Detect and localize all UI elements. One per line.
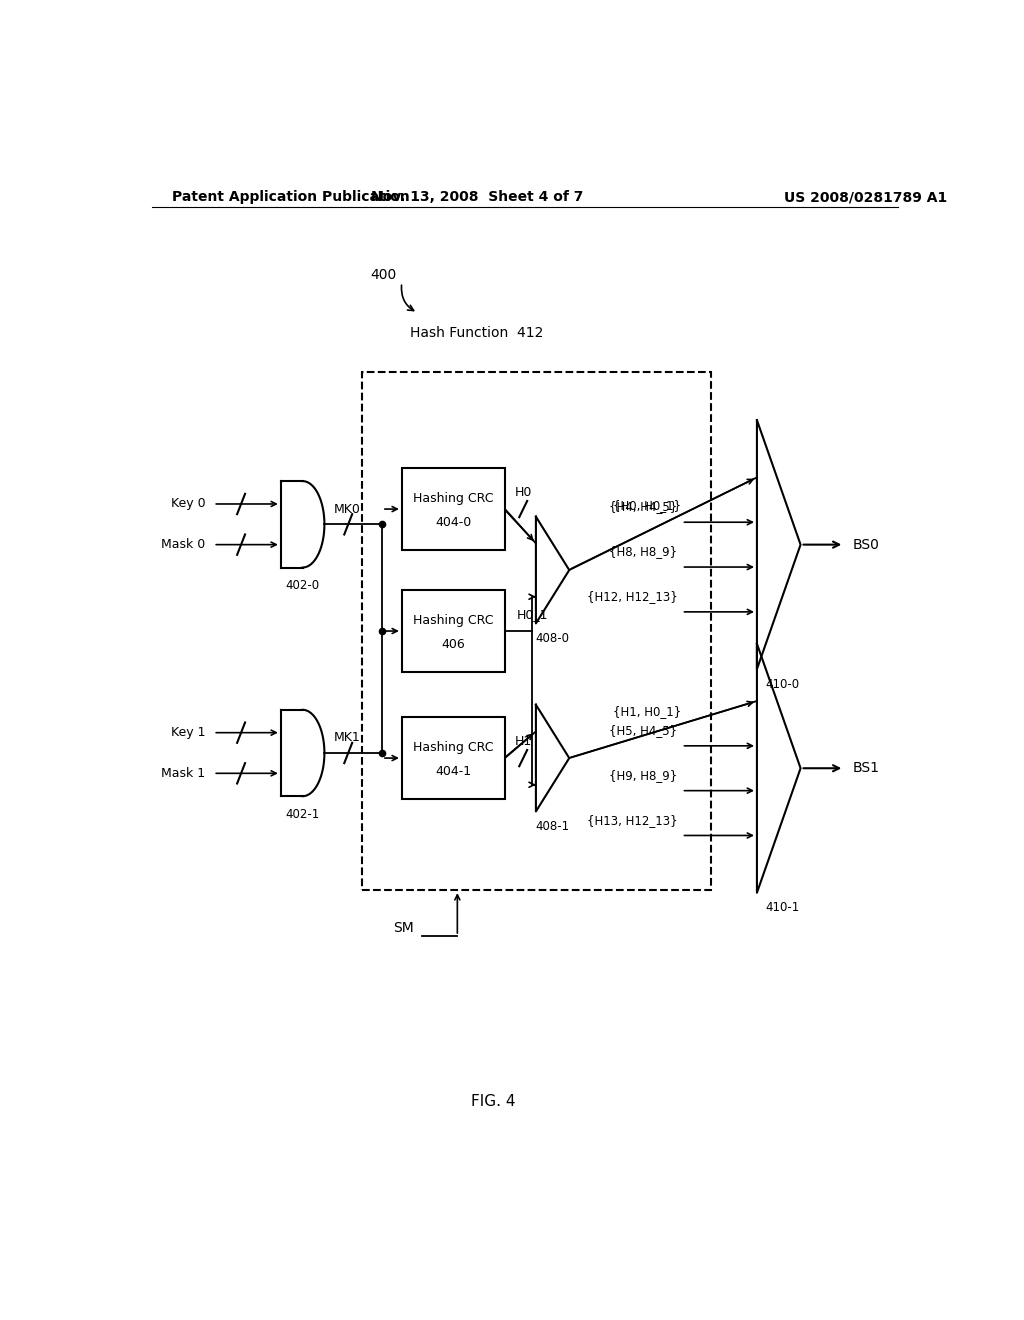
Text: 408-0: 408-0 xyxy=(536,632,569,645)
Text: {H5, H4_5}: {H5, H4_5} xyxy=(609,725,678,737)
Text: Key 1: Key 1 xyxy=(171,726,206,739)
Text: BS1: BS1 xyxy=(852,762,880,775)
FancyArrowPatch shape xyxy=(401,285,414,310)
Text: 410-1: 410-1 xyxy=(766,902,800,915)
Text: {H0, H0_1}: {H0, H0_1} xyxy=(613,499,681,512)
Text: {H4, H4_5}: {H4, H4_5} xyxy=(609,500,678,513)
Text: Key 0: Key 0 xyxy=(171,498,206,511)
Bar xyxy=(362,372,712,890)
Text: {H9, H8_9}: {H9, H8_9} xyxy=(609,770,678,781)
Text: Hashing CRC: Hashing CRC xyxy=(413,742,494,755)
Text: H0_1: H0_1 xyxy=(517,609,549,622)
Text: 404-1: 404-1 xyxy=(435,764,471,777)
Text: FIG. 4: FIG. 4 xyxy=(471,1094,515,1109)
Text: US 2008/0281789 A1: US 2008/0281789 A1 xyxy=(784,190,947,205)
Text: {H12, H12_13}: {H12, H12_13} xyxy=(587,590,678,603)
Text: SM: SM xyxy=(393,921,414,935)
Text: Nov. 13, 2008  Sheet 4 of 7: Nov. 13, 2008 Sheet 4 of 7 xyxy=(371,190,584,205)
Text: 410-0: 410-0 xyxy=(766,678,800,690)
Text: {H1, H0_1}: {H1, H0_1} xyxy=(613,705,681,718)
Bar xyxy=(401,590,505,672)
Text: 406: 406 xyxy=(441,638,465,651)
Text: Mask 0: Mask 0 xyxy=(161,539,206,552)
Text: H1: H1 xyxy=(514,735,531,748)
Text: Patent Application Publication: Patent Application Publication xyxy=(172,190,410,205)
Text: 400: 400 xyxy=(370,268,396,282)
Text: H0: H0 xyxy=(514,486,531,499)
Text: Hashing CRC: Hashing CRC xyxy=(413,492,494,506)
Text: MK0: MK0 xyxy=(334,503,360,516)
Text: BS0: BS0 xyxy=(852,537,879,552)
Text: Mask 1: Mask 1 xyxy=(161,767,206,780)
Text: Hash Function  412: Hash Function 412 xyxy=(411,326,544,341)
Bar xyxy=(401,718,505,799)
Text: 404-0: 404-0 xyxy=(435,516,471,529)
Text: Hashing CRC: Hashing CRC xyxy=(413,614,494,627)
Text: {H13, H12_13}: {H13, H12_13} xyxy=(587,813,678,826)
Text: 408-1: 408-1 xyxy=(536,820,569,833)
Text: 402-1: 402-1 xyxy=(286,808,319,821)
Text: 402-0: 402-0 xyxy=(286,579,319,593)
Text: {H8, H8_9}: {H8, H8_9} xyxy=(609,545,678,558)
Text: MK1: MK1 xyxy=(334,731,360,744)
Bar xyxy=(401,469,505,549)
